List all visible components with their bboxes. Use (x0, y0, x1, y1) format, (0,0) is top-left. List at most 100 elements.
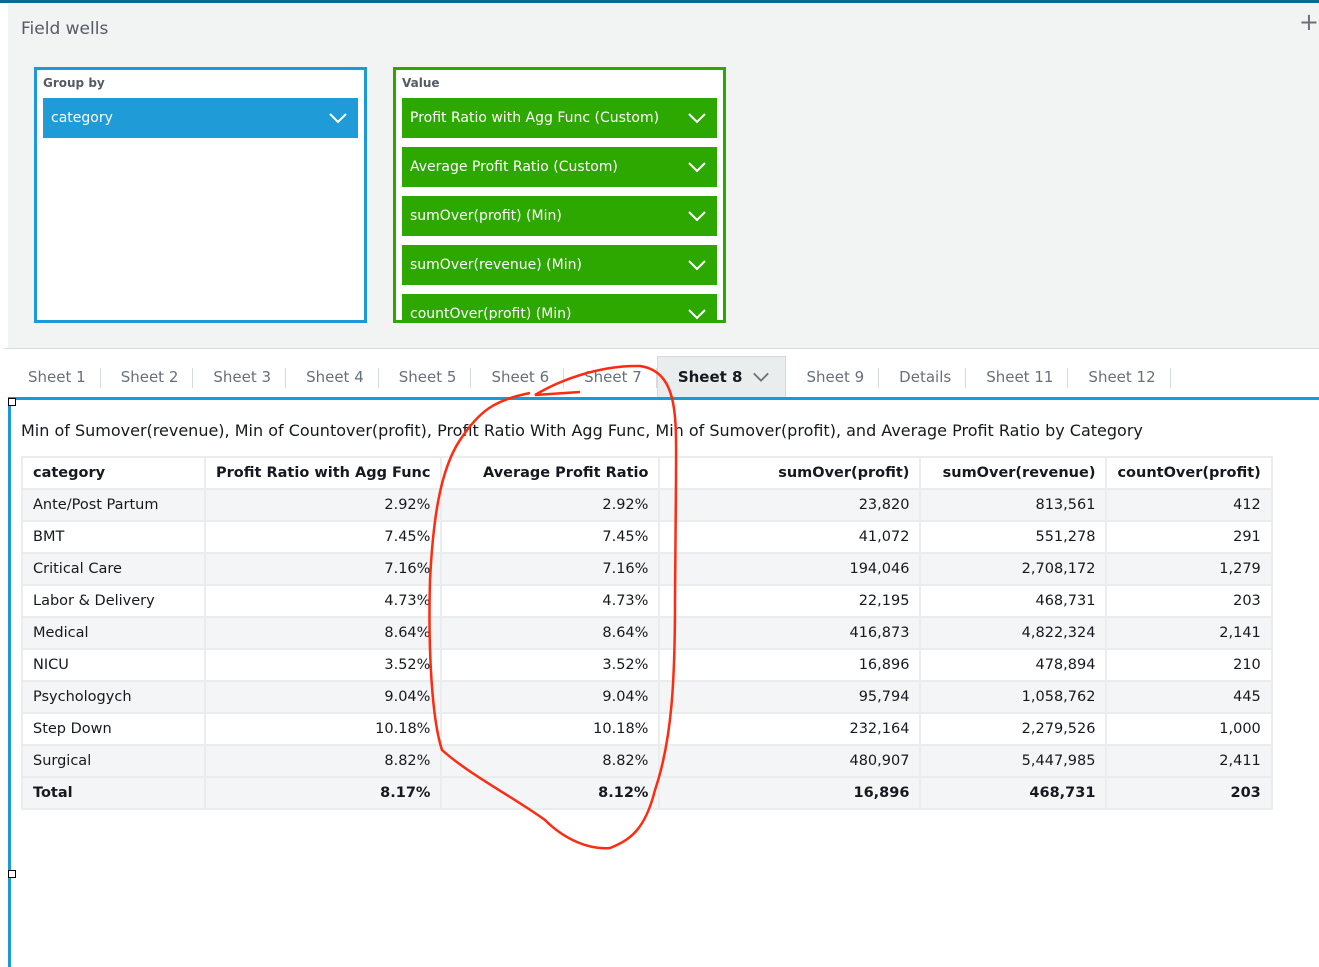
field-pill-category[interactable]: category (43, 98, 358, 138)
table-cell: 480,907 (658, 744, 922, 778)
tab-sheet[interactable]: Sheet 9 (786, 356, 879, 397)
table-cell: 95,794 (658, 680, 922, 714)
tab-label: Sheet 9 (806, 367, 865, 386)
chevron-down-icon (688, 309, 706, 320)
table-cell: 813,561 (919, 488, 1108, 522)
table-cell: 210 (1105, 648, 1273, 682)
table-cell: 23,820 (658, 488, 922, 522)
field-label: category (51, 110, 113, 126)
group-by-well[interactable]: Group by category (34, 67, 367, 323)
table-cell: 8.64% (440, 616, 661, 650)
table-cell: Critical Care (21, 552, 206, 586)
field-pill-value[interactable]: sumOver(profit) (Min) (402, 196, 717, 236)
table-row: BMT 7.45% 7.45% 41,072 551,278 291 (21, 520, 1273, 554)
field-label: sumOver(profit) (Min) (410, 208, 562, 224)
table-cell: 5,447,985 (919, 744, 1108, 778)
tab-sheet[interactable]: Sheet 7 (564, 356, 657, 397)
table-cell: 2,279,526 (919, 712, 1108, 746)
add-sheet-button[interactable]: + (1298, 8, 1319, 36)
tab-sheet[interactable]: Sheet 12 (1068, 356, 1171, 397)
visual-title: Min of Sumover(revenue), Min of Countove… (21, 421, 1143, 440)
field-label: countOver(profit) (Min) (410, 306, 572, 322)
table-cell: 416,873 (658, 616, 922, 650)
total-cell: 203 (1105, 776, 1273, 810)
top-bar (0, 0, 1319, 3)
table-cell: Surgical (21, 744, 206, 778)
table-cell: 10.18% (440, 712, 661, 746)
table-cell: 478,894 (919, 648, 1108, 682)
table-cell: 1,000 (1105, 712, 1273, 746)
tab-sheet[interactable]: Details (879, 356, 967, 397)
table-cell: 9.04% (440, 680, 661, 714)
table-row: Psychologych 9.04% 9.04% 95,794 1,058,762 445 (21, 680, 1273, 714)
table-cell: 2,411 (1105, 744, 1273, 778)
tab-sheet[interactable]: Sheet 4 (286, 356, 379, 397)
table-cell: 7.45% (440, 520, 661, 554)
column-header[interactable]: Average Profit Ratio (440, 456, 661, 490)
table-cell: 7.16% (203, 552, 443, 586)
field-wells-panel: Field wells Group by category Value Prof… (0, 3, 1319, 349)
value-label: Value (402, 76, 440, 90)
table-cell: 7.45% (203, 520, 443, 554)
tab-sheet[interactable]: Sheet 3 (193, 356, 286, 397)
table-cell: 7.16% (440, 552, 661, 586)
table-cell: 16,896 (658, 648, 922, 682)
resize-handle[interactable] (8, 398, 16, 406)
field-pill-value[interactable]: countOver(profit) (Min) (402, 294, 717, 322)
tab-label: Sheet 2 (120, 367, 179, 386)
tab-sheet[interactable]: Sheet 11 (966, 356, 1069, 397)
value-well[interactable]: Value Profit Ratio with Agg Func (Custom… (393, 67, 726, 323)
tab-sheet[interactable]: Sheet 5 (379, 356, 472, 397)
total-cell: Total (21, 776, 206, 810)
table-cell: NICU (21, 648, 206, 682)
column-header[interactable]: countOver(profit) (1105, 456, 1273, 490)
chevron-down-icon (688, 162, 706, 173)
total-cell: 8.12% (440, 776, 661, 810)
column-header[interactable]: sumOver(revenue) (919, 456, 1108, 490)
tab-label: Sheet 1 (28, 367, 86, 386)
table-cell: 2,708,172 (919, 552, 1108, 586)
field-pill-value[interactable]: sumOver(revenue) (Min) (402, 245, 717, 285)
table-cell: Step Down (21, 712, 206, 746)
table-visual[interactable]: Min of Sumover(revenue), Min of Countove… (8, 398, 1319, 967)
field-pill-value[interactable]: Profit Ratio with Agg Func (Custom) (402, 98, 717, 138)
column-header[interactable]: category (21, 456, 206, 490)
total-cell: 468,731 (919, 776, 1108, 810)
table-cell: 8.82% (203, 744, 443, 778)
table-cell: 22,195 (658, 584, 922, 618)
table-cell: 8.82% (440, 744, 661, 778)
tab-label: Sheet 8 (677, 368, 743, 386)
field-wells-title: Field wells (21, 19, 109, 39)
tab-label: Sheet 12 (1088, 367, 1156, 386)
tab-sheet[interactable]: Sheet 1 (8, 356, 101, 397)
column-header[interactable]: Profit Ratio with Agg Func (203, 456, 443, 490)
table-row: Medical 8.64% 8.64% 416,873 4,822,324 2,141 (21, 616, 1273, 650)
field-pill-value[interactable]: Average Profit Ratio (Custom) (402, 147, 717, 187)
table-header-row: category Profit Ratio with Agg Func Averag… (21, 456, 1273, 490)
tab-sheet[interactable]: Sheet 2 (101, 356, 194, 397)
table-row: Ante/Post Partum 2.92% 2.92% 23,820 813,561 4… (21, 488, 1273, 522)
table-cell: 3.52% (203, 648, 443, 682)
table-cell: 232,164 (658, 712, 922, 746)
table-row: Surgical 8.82% 8.82% 480,907 5,447,985 2,411 (21, 744, 1273, 778)
table-cell: 9.04% (203, 680, 443, 714)
total-cell: 16,896 (658, 776, 922, 810)
tab-sheet[interactable]: Sheet 6 (471, 356, 564, 397)
table-cell: 41,072 (658, 520, 922, 554)
tab-label: Sheet 3 (213, 367, 272, 386)
resize-handle[interactable] (8, 870, 16, 878)
table-cell: 1,279 (1105, 552, 1273, 586)
tab-label: Sheet 5 (398, 367, 457, 386)
column-header[interactable]: sumOver(profit) (658, 456, 922, 490)
chevron-down-icon (688, 113, 706, 124)
tab-sheet[interactable]: Sheet 8 (656, 356, 787, 397)
tab-label: Sheet 11 (986, 367, 1054, 386)
table-cell: 4.73% (440, 584, 661, 618)
total-row: Total 8.17% 8.12% 16,896 468,731 203 (21, 776, 1273, 810)
table-row: Step Down 10.18% 10.18% 232,164 2,279,526 1,0… (21, 712, 1273, 746)
table-cell: 194,046 (658, 552, 922, 586)
table-cell: 445 (1105, 680, 1273, 714)
table-row: NICU 3.52% 3.52% 16,896 478,894 210 (21, 648, 1273, 682)
group-by-label: Group by (43, 76, 105, 90)
chevron-down-icon (688, 260, 706, 271)
